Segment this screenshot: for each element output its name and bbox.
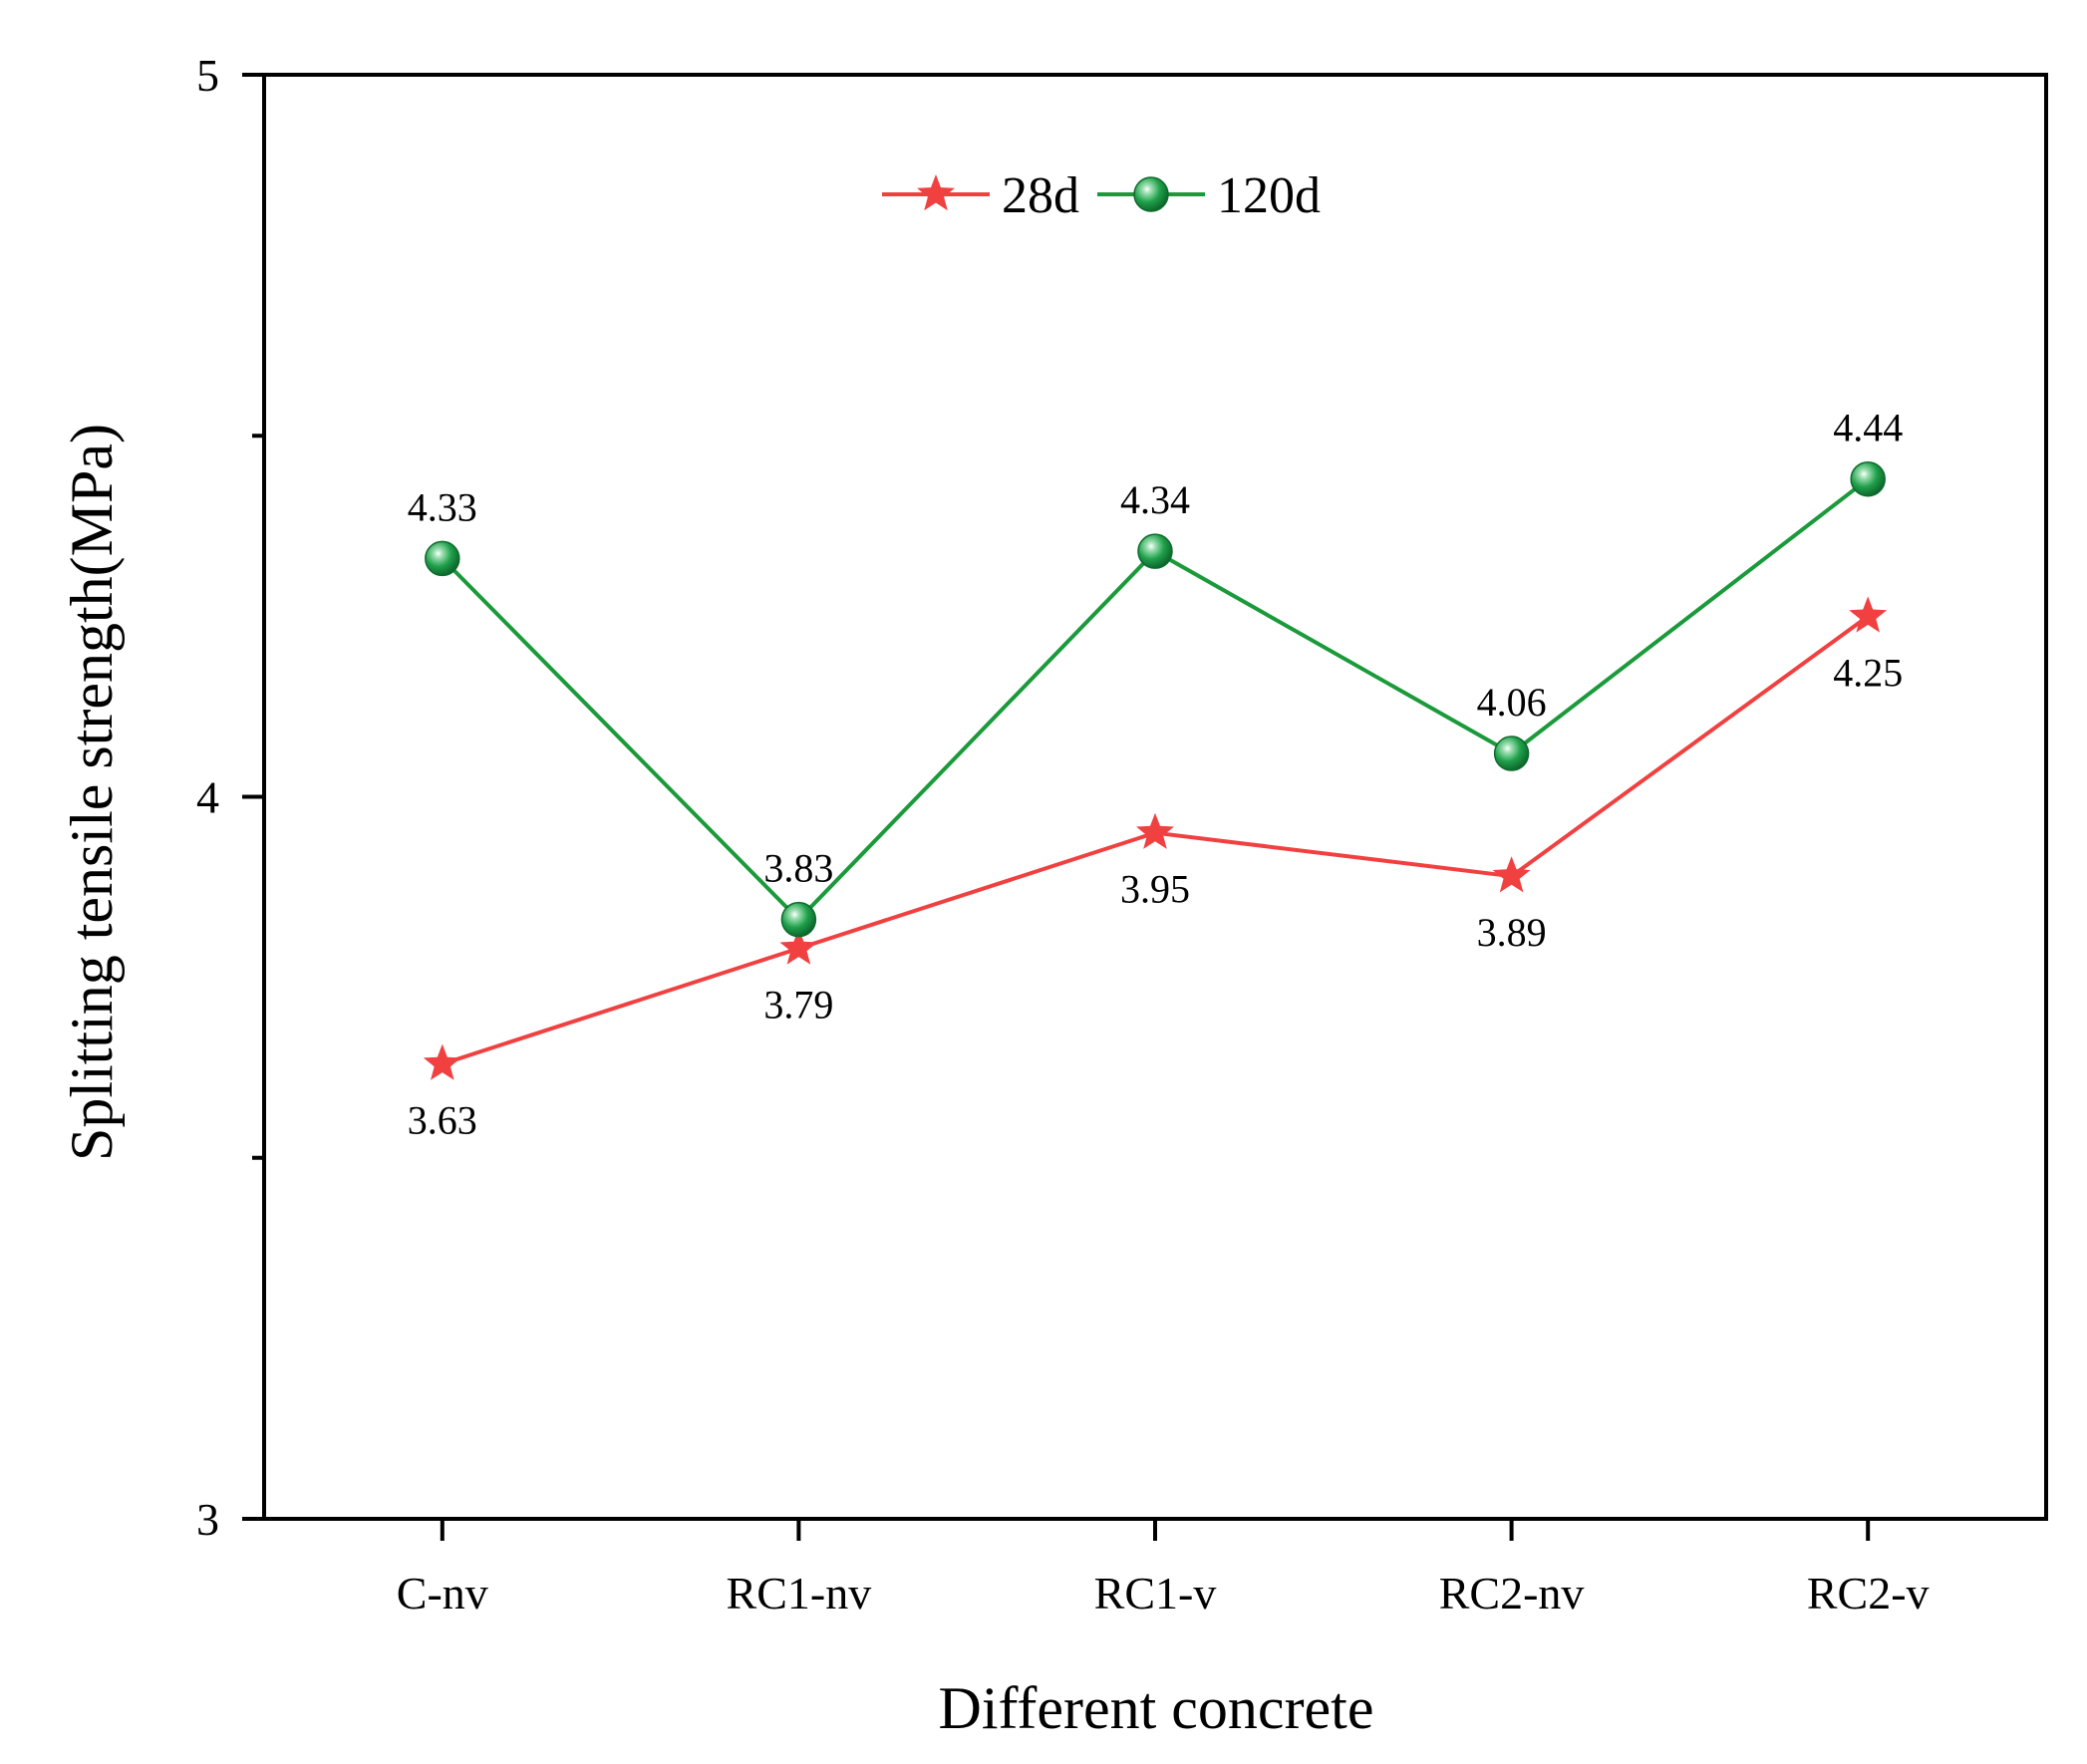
x-tick-label: RC2-nv	[1439, 1568, 1585, 1618]
y-tick-label: 5	[196, 50, 219, 101]
data-label-28d: 3.63	[408, 1098, 477, 1143]
x-axis-title: Different concrete	[939, 1675, 1374, 1741]
data-label-120d: 4.33	[408, 484, 477, 529]
legend-label-120d: 120d	[1217, 167, 1321, 224]
data-label-28d: 4.25	[1833, 650, 1903, 695]
data-point-120d	[780, 901, 817, 938]
data-label-120d: 3.83	[763, 846, 833, 891]
x-tick-label: RC1-v	[1094, 1568, 1217, 1618]
data-label-120d: 4.44	[1833, 406, 1903, 450]
data-label-120d: 4.34	[1120, 477, 1190, 522]
data-label-28d: 3.89	[1477, 910, 1547, 955]
data-label-28d: 3.79	[763, 983, 833, 1028]
data-point-28d	[1849, 596, 1888, 633]
data-point-120d	[1137, 533, 1173, 569]
data-point-28d	[1492, 856, 1531, 893]
x-tick-label: RC1-nv	[727, 1568, 872, 1618]
data-point-120d	[425, 540, 460, 577]
data-point-120d	[1493, 735, 1530, 771]
y-axis-title: Splitting tensile strength(MPa)	[59, 424, 125, 1161]
legend-marker-28d	[917, 174, 955, 211]
data-label-28d: 3.95	[1120, 867, 1190, 912]
plot-frame	[262, 73, 2048, 1521]
y-tick-label: 3	[196, 1494, 219, 1545]
legend-label-28d: 28d	[1002, 167, 1079, 224]
legend-marker-120d	[1133, 176, 1169, 212]
data-label-120d: 4.06	[1477, 680, 1547, 725]
data-point-120d	[1850, 460, 1886, 497]
legend: 28d 120d	[882, 167, 1321, 224]
x-tick-label: RC2-v	[1807, 1568, 1930, 1618]
data-point-28d	[779, 928, 818, 965]
x-tick-label: C-nv	[397, 1568, 488, 1618]
data-point-28d	[1136, 812, 1174, 849]
data-point-28d	[423, 1043, 461, 1080]
y-tick-label: 4	[196, 772, 219, 823]
